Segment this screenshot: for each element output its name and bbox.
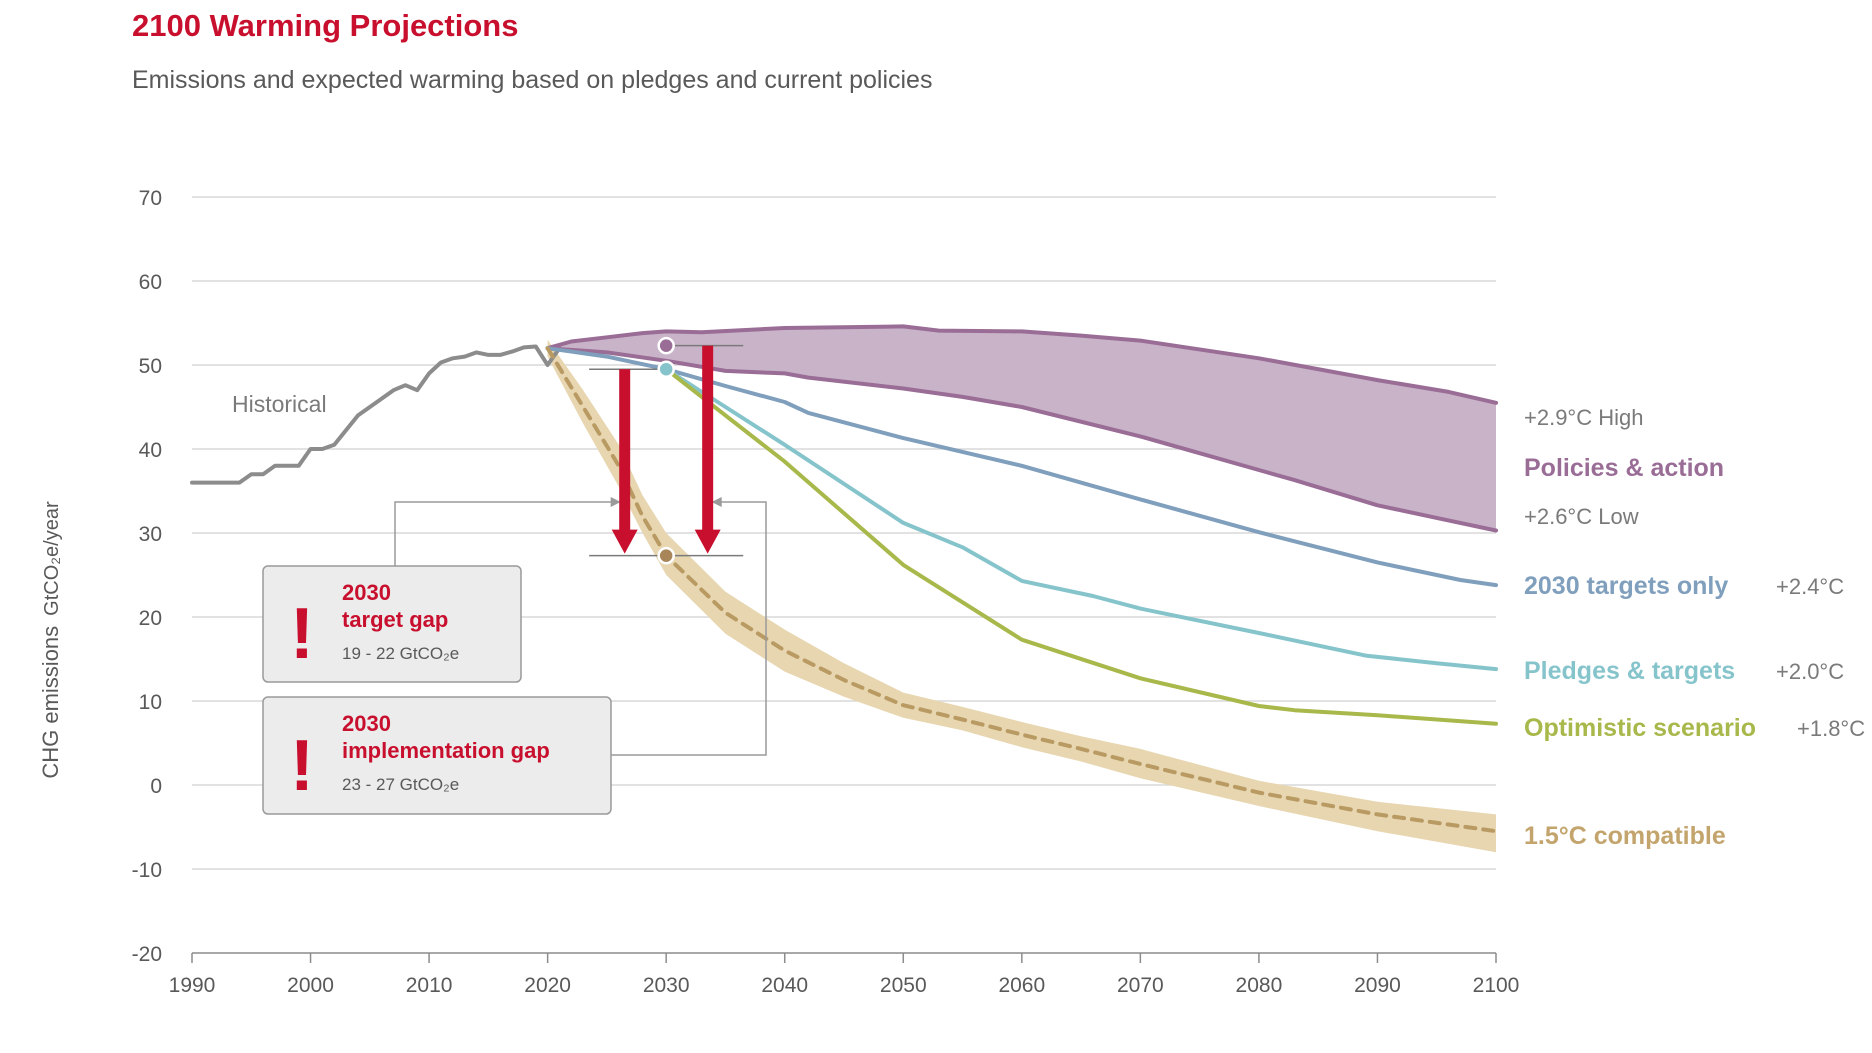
x-tick-label: 2050 [880,974,927,997]
targets-2030-line [545,346,1498,588]
x-tick-label: 2080 [1236,974,1283,997]
policies-low-line [545,346,1498,533]
pledges-2030-point [657,360,675,378]
target-gap-connector [394,501,615,566]
compatible-line [545,346,1498,834]
implementation-gap-arrow-head [694,529,721,554]
historical-line [190,344,562,485]
policies-high-line [545,324,1498,405]
implementation-gap-title: implementation gap [342,738,550,763]
y-tick-label: 60 [139,271,162,294]
x-tick-label: 1990 [169,974,216,997]
policies-high-label: +2.9°C High [1524,405,1643,430]
x-tick-label: 2010 [406,974,453,997]
pledges-line [664,367,1498,672]
target-gap-year: 2030 [342,580,391,605]
implementation-gap-connector [611,501,767,756]
policies-action-band [547,326,1496,531]
x-tick-label: 2030 [643,974,690,997]
x-tick-label: 2060 [998,974,1045,997]
x-tick-label: 2070 [1117,974,1164,997]
optimistic-scenario-label: Optimistic scenario [1524,714,1756,742]
chart-subtitle: Emissions and expected warming based on … [132,66,933,94]
target-gap-arrow-head [611,529,638,554]
y-tick-label: 70 [139,187,162,210]
x-tick-label: 2040 [761,974,808,997]
x-tick-label: 2100 [1473,974,1520,997]
optimistic-line [664,367,1498,726]
implementation-gap-year: 2030 [342,711,391,736]
y-tick-label: -10 [132,859,162,882]
warning-icon: ! [290,726,314,806]
policies-action-label: Policies & action [1524,454,1724,482]
compatible-1-5-label: 1.5°C compatible [1524,822,1726,850]
target-gap-title: target gap [342,607,448,632]
targets-2030-temp: +2.4°C [1776,574,1844,599]
chart-title: 2100 Warming Projections [132,8,519,43]
x-tick-label: 2090 [1354,974,1401,997]
target-gap-box: ! 2030 target gap 19 - 22 GtCO₂e [262,565,522,683]
y-tick-label: 30 [139,523,162,546]
y-axis-label: CHG emissions [38,626,63,779]
implementation-gap-box: ! 2030 implementation gap 23 - 27 GtCO₂e [262,696,612,815]
targets-2030-label: 2030 targets only [1524,572,1728,600]
optimistic-scenario-temp: +1.8°C [1797,716,1865,741]
y-tick-label: 10 [139,691,162,714]
target-gap-connector-arrowhead [610,497,621,507]
target-gap-arrow-shaft [619,369,631,532]
x-tick-label: 2020 [524,974,571,997]
pledges-targets-temp: +2.0°C [1776,659,1844,684]
x-tick-label: 2000 [287,974,334,997]
warning-icon: ! [290,594,314,674]
y-tick-label: 40 [139,439,162,462]
y-tick-label: 20 [139,607,162,630]
policies-low-label: +2.6°C Low [1524,504,1639,529]
compatible-2030-point [657,546,675,565]
implementation-gap-connector-arrowhead [711,497,722,507]
y-axis-unit: GtCO₂e/year [41,501,63,616]
policies-2030-point [657,336,675,355]
historical-label: Historical [232,391,327,417]
implementation-gap-arrow-shaft [702,345,714,532]
pledges-targets-label: Pledges & targets [1524,657,1735,685]
y-axis-title: CHG emissions GtCO₂e/year [38,501,63,779]
target-gap-range: 19 - 22 GtCO₂e [342,644,459,663]
y-tick-label: 50 [139,355,162,378]
y-tick-label: -20 [132,943,162,966]
implementation-gap-range: 23 - 27 GtCO₂e [342,775,459,794]
y-tick-label: 0 [150,775,162,798]
